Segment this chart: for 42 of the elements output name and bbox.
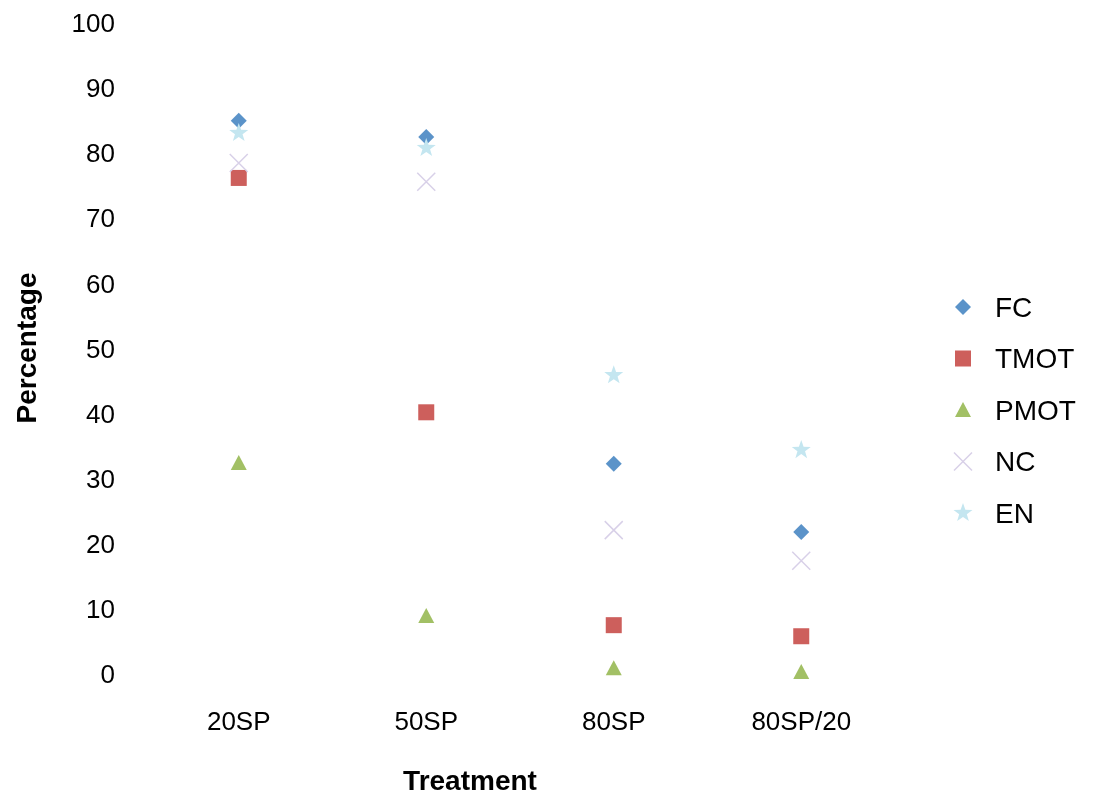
point: [418, 608, 435, 624]
point: [604, 520, 624, 540]
legend-label: NC: [995, 446, 1036, 478]
point: [605, 660, 622, 676]
legend-label: PMOT: [995, 394, 1076, 426]
legend-label: TMOT: [995, 343, 1075, 375]
y-tick-label: 20: [86, 528, 115, 559]
y-tick-label: 100: [71, 8, 115, 39]
point: [793, 664, 810, 680]
y-tick-label: 70: [86, 203, 115, 234]
y-axis-title: Percentage: [11, 272, 42, 424]
point: [229, 123, 249, 142]
y-tick-label: 40: [86, 398, 115, 429]
point: [793, 628, 810, 645]
point: [416, 137, 436, 157]
y-tick-label: 50: [86, 333, 115, 364]
point: [230, 169, 247, 186]
x-axis-title: Treatment: [403, 765, 537, 796]
x-tick-label: 80SP/20: [751, 706, 852, 736]
point: [793, 524, 810, 541]
x-tick-label: 50SP: [394, 706, 459, 736]
y-tick-label: 30: [86, 463, 115, 494]
point: [229, 153, 249, 173]
point: [605, 617, 622, 634]
point: [418, 404, 435, 421]
legend-label: EN: [995, 497, 1034, 529]
point: [791, 440, 811, 459]
y-tick-label: 90: [86, 73, 115, 104]
point: [605, 455, 622, 472]
point: [604, 365, 624, 384]
y-tick-label: 60: [86, 268, 115, 299]
point: [416, 172, 436, 192]
point: [230, 112, 247, 129]
y-tick-label: 80: [86, 138, 115, 169]
point: [791, 550, 811, 571]
legend-label: FC: [995, 291, 1033, 323]
point: [230, 455, 247, 471]
point: [418, 128, 435, 145]
y-tick-label: 10: [86, 594, 115, 624]
x-tick-label: 20SP: [206, 706, 271, 736]
x-tick-label: 80SP: [581, 706, 646, 736]
y-tick-label: 0: [100, 659, 115, 690]
